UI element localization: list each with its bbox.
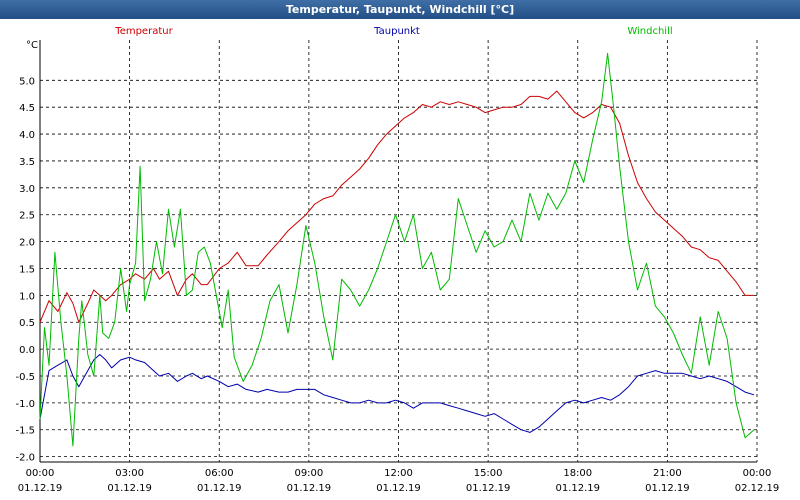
- grid: [39, 40, 758, 462]
- y-tick-label: 2.5: [19, 211, 35, 222]
- y-tick-label: 3.0: [19, 184, 35, 195]
- x-tick-time: 00:00: [26, 468, 55, 479]
- y-tick-label: -0.5: [15, 372, 35, 383]
- y-tick-label: 0.5: [19, 318, 35, 329]
- series-line-temperatur: [39, 90, 754, 323]
- tick-labels: -2.0 -1.5 -1.0 -0.5 0.0 0.5 1.0 1.5 2.0 2.5 3.0 3.5…: [15, 76, 779, 494]
- x-tick-time: 00:00: [743, 468, 772, 479]
- axes: °C: [26, 40, 757, 463]
- chart: °C Temperatur Taupunkt Windchill -2.0-1.5-…: [15, 26, 779, 494]
- y-tick-label: -1.0: [15, 399, 35, 410]
- chart-title: Temperatur, Taupunkt, Windchill [°C]: [0, 0, 800, 19]
- x-tick-time: 06:00: [205, 468, 234, 479]
- x-tick-date: 01.12.19: [645, 483, 690, 494]
- legend-entry-taupunkt: Taupunkt: [373, 26, 420, 37]
- series-line-taupunkt: [39, 354, 755, 433]
- series-line-windchill: [39, 52, 755, 447]
- x-tick-date: 01.12.19: [287, 483, 332, 494]
- x-tick-date: 01.12.19: [466, 483, 511, 494]
- x-tick-time: 15:00: [474, 468, 503, 479]
- y-tick-label: 5.0: [19, 76, 35, 87]
- y-tick-label: 4.5: [19, 103, 35, 114]
- x-tick-time: 12:00: [384, 468, 413, 479]
- y-tick-label: -1.5: [15, 426, 35, 437]
- series-group: [39, 52, 755, 447]
- x-tick-time: 09:00: [294, 468, 323, 479]
- y-tick-label: 1.5: [19, 264, 35, 275]
- y-tick-label: 1.0: [19, 291, 35, 302]
- x-tick-date: 01.12.19: [197, 483, 242, 494]
- x-tick-date: 02.12.19: [735, 483, 780, 494]
- x-tick-time: 18:00: [563, 468, 592, 479]
- y-tick-label: 2.0: [19, 238, 35, 249]
- y-tick-label: 4.0: [19, 130, 35, 141]
- x-tick-date: 01.12.19: [107, 483, 152, 494]
- x-tick-time: 03:00: [115, 468, 144, 479]
- y-tick-label: 3.5: [19, 157, 35, 168]
- legend: Temperatur Taupunkt Windchill: [114, 26, 672, 37]
- legend-entry-windchill: Windchill: [627, 26, 672, 37]
- x-tick-date: 01.12.19: [18, 483, 63, 494]
- y-tick-label: 0.0: [19, 345, 35, 356]
- x-tick-date: 01.12.19: [376, 483, 421, 494]
- y-axis-label: °C: [26, 40, 38, 51]
- x-tick-time: 21:00: [653, 468, 682, 479]
- x-tick-date: 01.12.19: [555, 483, 600, 494]
- y-tick-label: -2.0: [15, 453, 35, 464]
- legend-entry-temperatur: Temperatur: [114, 26, 173, 37]
